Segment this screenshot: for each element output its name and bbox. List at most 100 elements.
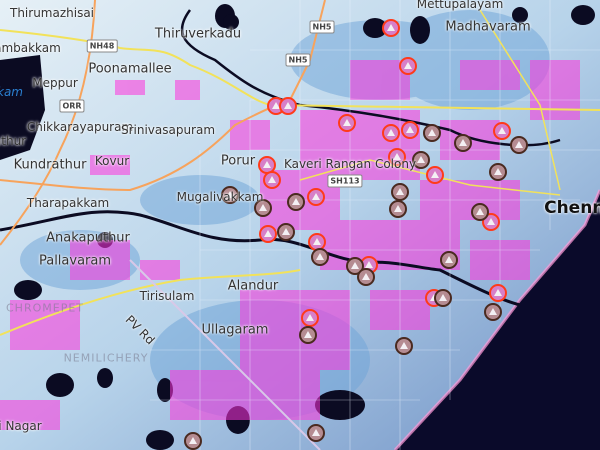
place-label: Anakaputhur [46, 230, 130, 246]
site-marker-inactive[interactable] [277, 223, 295, 241]
site-marker-inactive[interactable] [254, 199, 272, 217]
site-marker-inactive[interactable] [221, 186, 239, 204]
triangle-icon [494, 168, 502, 175]
site-marker-inactive[interactable] [489, 163, 507, 181]
site-marker-active[interactable] [388, 148, 406, 166]
site-marker-active[interactable] [279, 97, 297, 115]
triangle-icon [282, 228, 290, 235]
triangle-icon [284, 102, 292, 109]
triangle-icon [387, 24, 395, 31]
triangle-icon [404, 62, 412, 69]
triangle-icon [431, 171, 439, 178]
site-marker-inactive[interactable] [440, 251, 458, 269]
triangle-icon [494, 289, 502, 296]
place-label: Madhavaram [445, 19, 531, 35]
triangle-icon [304, 331, 312, 338]
place-label: Srinivasapuram [120, 123, 216, 137]
triangle-icon [312, 193, 320, 200]
site-marker-active[interactable] [489, 284, 507, 302]
site-marker-inactive[interactable] [299, 326, 317, 344]
triangle-icon [268, 176, 276, 183]
triangle-icon [387, 129, 395, 136]
triangle-icon [365, 261, 373, 268]
site-marker-active[interactable] [399, 57, 417, 75]
site-marker-active[interactable] [307, 188, 325, 206]
place-label: Pallavaram [38, 253, 112, 269]
triangle-icon [428, 129, 436, 136]
triangle-icon [487, 218, 495, 225]
site-marker-active[interactable] [301, 309, 319, 327]
site-marker-inactive[interactable] [184, 432, 202, 450]
triangle-icon [264, 230, 272, 237]
site-marker-inactive[interactable] [484, 303, 502, 321]
site-marker-inactive[interactable] [346, 257, 364, 275]
place-label: athur [0, 134, 27, 148]
site-marker-active[interactable] [382, 124, 400, 142]
place-label: Alandur [227, 278, 279, 294]
site-marker-inactive[interactable] [454, 134, 472, 152]
triangle-icon [306, 314, 314, 321]
place-label: Thiruverkadu [154, 26, 242, 42]
site-marker-inactive[interactable] [510, 136, 528, 154]
site-marker-inactive[interactable] [357, 268, 375, 286]
place-label: Mugalivakkam [176, 190, 264, 204]
site-marker-active[interactable] [426, 166, 444, 184]
lakes [0, 4, 595, 450]
water-label: kam [0, 85, 23, 99]
site-marker-inactive[interactable] [391, 183, 409, 201]
place-label: Chikkarayapuram [26, 120, 134, 134]
triangle-icon [459, 139, 467, 146]
place-label: Chenna [544, 198, 600, 218]
site-marker-active[interactable] [482, 213, 500, 231]
triangle-icon [226, 191, 234, 198]
triangle-icon [400, 342, 408, 349]
site-marker-inactive[interactable] [471, 203, 489, 221]
site-marker-inactive[interactable] [423, 124, 441, 142]
place-label: i Nagar [0, 419, 42, 433]
site-marker-inactive[interactable] [287, 193, 305, 211]
site-marker-active[interactable] [263, 171, 281, 189]
road-shield: ORR [59, 99, 85, 113]
site-marker-inactive[interactable] [434, 289, 452, 307]
site-marker-active[interactable] [338, 114, 356, 132]
triangle-icon [313, 238, 321, 245]
site-marker-inactive[interactable] [389, 200, 407, 218]
triangle-icon [476, 208, 484, 215]
site-marker-active[interactable] [308, 233, 326, 251]
site-marker-active[interactable] [493, 122, 511, 140]
sea [395, 190, 600, 450]
road-shield: NH48 [86, 39, 118, 53]
place-label: Porur [220, 153, 256, 169]
triangle-icon [189, 437, 197, 444]
triangle-icon [312, 429, 320, 436]
site-marker-active[interactable] [382, 19, 400, 37]
triangle-icon [292, 198, 300, 205]
place-label: Tharapakkam [26, 196, 110, 210]
site-marker-active[interactable] [401, 121, 419, 139]
site-marker-active[interactable] [259, 225, 277, 243]
site-marker-active[interactable] [258, 156, 276, 174]
place-label: Thirumazhisai [9, 6, 95, 20]
triangle-icon [515, 141, 523, 148]
marker-layer [184, 19, 528, 450]
place-label: Poonamallee [88, 61, 172, 77]
place-label: Ullagaram [201, 322, 269, 338]
triangle-icon [396, 188, 404, 195]
triangle-icon [394, 205, 402, 212]
site-marker-inactive[interactable] [307, 424, 325, 442]
triangle-icon [362, 273, 370, 280]
site-marker-inactive[interactable] [311, 248, 329, 266]
triangle-icon [445, 256, 453, 263]
place-label: Kundrathur [13, 157, 87, 173]
coastline [393, 189, 600, 450]
place-label: Meppur [32, 76, 78, 90]
place-label: Tirisulam [139, 289, 195, 303]
place-label: rambakkam [0, 41, 61, 55]
road-shield: SH113 [327, 174, 363, 188]
place-label: Kovur [94, 154, 130, 168]
site-marker-inactive[interactable] [395, 337, 413, 355]
triangle-icon [439, 294, 447, 301]
site-marker-inactive[interactable] [412, 151, 430, 169]
